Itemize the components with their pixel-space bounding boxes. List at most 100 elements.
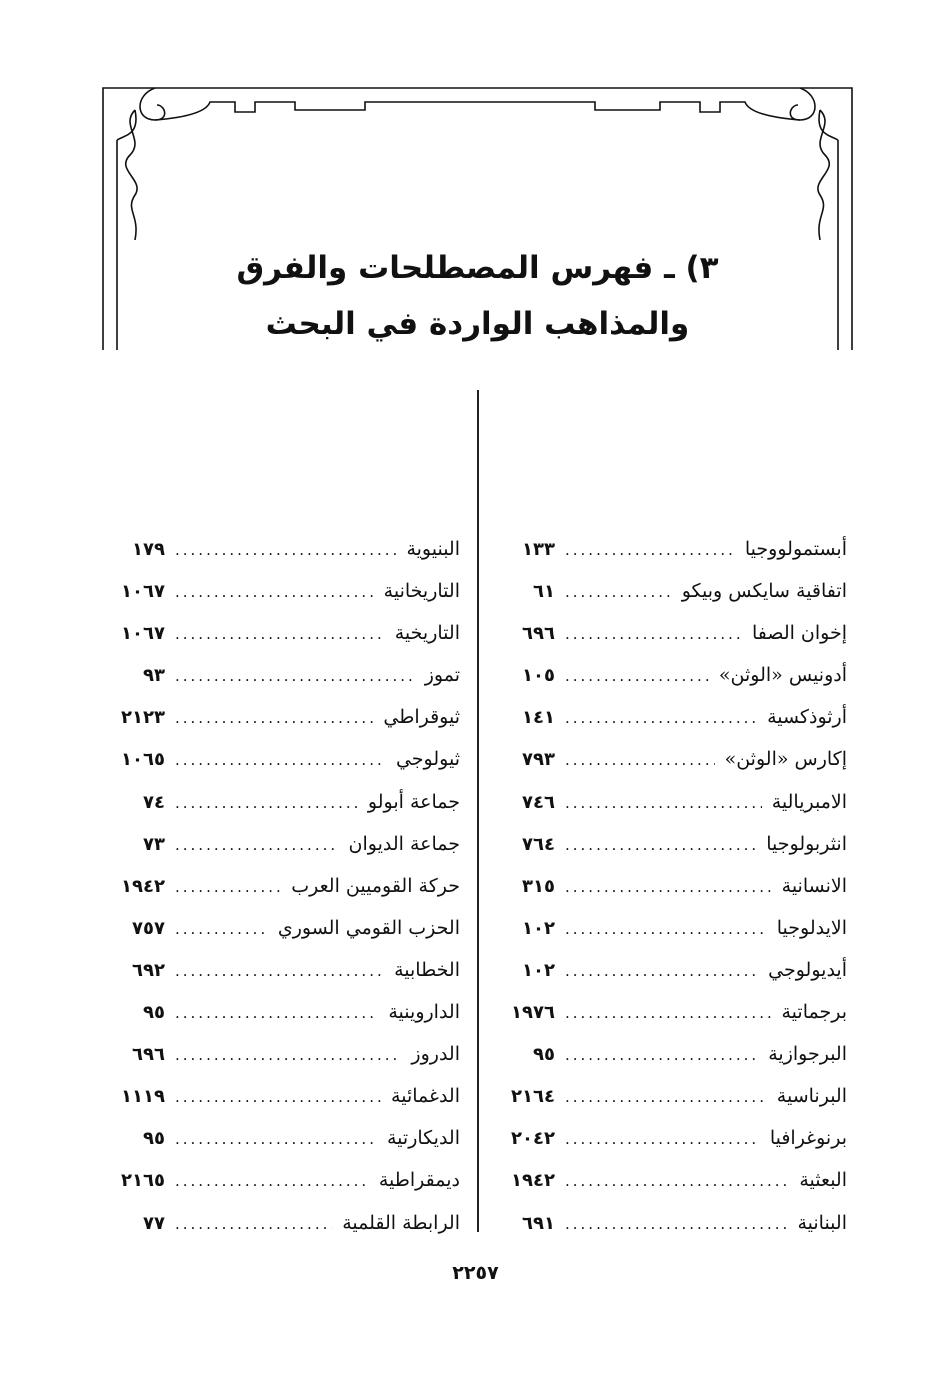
index-term: البعثية bbox=[799, 1169, 847, 1192]
leader-dots: ........................................… bbox=[565, 1214, 788, 1233]
index-term: أبستمولووجيا bbox=[744, 538, 847, 560]
index-term: جماعة أبولو bbox=[367, 790, 460, 813]
index-page-number: ٧٧ bbox=[143, 1212, 165, 1234]
leader-dots: ........................................… bbox=[565, 1130, 760, 1149]
leader-dots: ........................................… bbox=[175, 919, 268, 938]
index-term: اتفاقية سايكس وبيكو bbox=[681, 580, 847, 603]
index-entry: أدونيس «الوثن»..........................… bbox=[495, 654, 847, 696]
index-entry: الداروينية..............................… bbox=[105, 991, 460, 1033]
index-page-number: ١٤١ bbox=[522, 707, 555, 729]
index-term: التاريخانية bbox=[383, 580, 460, 603]
leader-dots: ........................................… bbox=[565, 751, 715, 770]
leader-dots: ........................................… bbox=[175, 1088, 381, 1107]
index-page-number: ٧٩٣ bbox=[522, 749, 555, 771]
index-entry: اتفاقية سايكس وبيكو.....................… bbox=[495, 570, 847, 612]
leader-dots: ........................................… bbox=[175, 1004, 378, 1023]
index-entry: انثربولوجيا.............................… bbox=[495, 823, 847, 865]
index-entry: البرناسية...............................… bbox=[495, 1075, 847, 1117]
index-entry: التاريخانية.............................… bbox=[105, 570, 460, 612]
index-entry: أرثوذكسية...............................… bbox=[495, 696, 847, 738]
index-page-number: ٧٥٧ bbox=[132, 917, 165, 939]
index-entry: تموز....................................… bbox=[105, 654, 460, 696]
index-entry: أبستمولووجيا............................… bbox=[495, 528, 847, 570]
page-number: ٢٢٥٧ bbox=[452, 1262, 499, 1284]
index-entry: الانسانية...............................… bbox=[495, 865, 847, 907]
index-term: تموز bbox=[424, 664, 460, 687]
leader-dots: ........................................… bbox=[175, 1172, 369, 1191]
index-page-number: ٧٦٤ bbox=[522, 833, 555, 855]
index-term: الحزب القومي السوري bbox=[277, 916, 460, 939]
index-page-number: ٧٤ bbox=[143, 791, 165, 813]
index-entry: الحزب القومي السوري.....................… bbox=[105, 907, 460, 949]
index-page-number: ٦١ bbox=[533, 581, 555, 603]
leader-dots: ........................................… bbox=[175, 625, 385, 644]
index-term: الدغمائية bbox=[391, 1085, 460, 1108]
leader-dots: ........................................… bbox=[565, 541, 735, 559]
index-term: أرثوذكسية bbox=[767, 706, 847, 729]
index-column-left: البنيوية................................… bbox=[105, 528, 460, 1244]
index-entry: ثيولوجي.................................… bbox=[105, 738, 460, 780]
index-term: الدروز bbox=[411, 1043, 460, 1066]
leader-dots: ........................................… bbox=[565, 919, 767, 938]
index-term: ثيوقراطي bbox=[383, 706, 460, 729]
leader-dots: ........................................… bbox=[565, 961, 758, 980]
index-term: برجماتية bbox=[781, 1001, 848, 1024]
index-term: إخوان الصفا bbox=[751, 622, 847, 645]
index-term: ديمقراطية bbox=[378, 1169, 460, 1192]
index-entry: الايدلوجيا..............................… bbox=[495, 907, 847, 949]
index-term: التاريخية bbox=[394, 622, 460, 645]
index-term: البنيوية bbox=[406, 538, 460, 560]
index-term: انثربولوجيا bbox=[766, 832, 847, 855]
ornamental-title-frame bbox=[102, 87, 853, 350]
index-page-number: ٦٩٦ bbox=[132, 1044, 165, 1066]
index-entry: الدغمائية...............................… bbox=[105, 1075, 460, 1117]
index-term: جماعة الديوان bbox=[348, 832, 460, 855]
index-page-number: ١٣٣ bbox=[522, 539, 555, 560]
leader-dots: ........................................… bbox=[175, 1130, 377, 1149]
leader-dots: ........................................… bbox=[175, 709, 373, 728]
index-page-number: ١٠٦٧ bbox=[121, 623, 165, 645]
index-term: أيديولوجي bbox=[768, 958, 847, 981]
leader-dots: ........................................… bbox=[565, 1046, 758, 1065]
index-page-number: ١٠٢ bbox=[522, 917, 555, 939]
index-term: البنانية bbox=[797, 1211, 847, 1234]
index-page-number: ٧٣ bbox=[143, 833, 165, 855]
index-column-right: أبستمولووجيا............................… bbox=[495, 528, 847, 1244]
index-entry: البنيوية................................… bbox=[105, 528, 460, 570]
leader-dots: ........................................… bbox=[175, 877, 282, 896]
index-term: أدونيس «الوثن» bbox=[718, 664, 847, 687]
index-page-number: ٢١٦٤ bbox=[511, 1086, 555, 1108]
index-entry: ثيوقراطي................................… bbox=[105, 696, 460, 738]
leader-dots: ........................................… bbox=[175, 583, 374, 602]
index-entry: الرابطة القلمية.........................… bbox=[105, 1202, 460, 1244]
index-term: الديكارتية bbox=[387, 1127, 460, 1150]
index-entry: إخوان الصفا.............................… bbox=[495, 612, 847, 654]
index-page-number: ١٩٤٢ bbox=[121, 875, 165, 897]
index-page-number: ١٠٦٧ bbox=[121, 581, 165, 603]
index-page-number: ١٠٥ bbox=[522, 665, 555, 687]
title-line-2: والمذاهب الواردة في البحث bbox=[265, 306, 690, 342]
index-term: الانسانية bbox=[781, 874, 847, 897]
index-term: برنوغرافيا bbox=[769, 1127, 847, 1150]
leader-dots: ........................................… bbox=[565, 1172, 790, 1191]
index-term: الخطابية bbox=[394, 958, 460, 981]
leader-dots: ........................................… bbox=[565, 877, 772, 896]
index-entry: التاريخية...............................… bbox=[105, 612, 460, 654]
index-page-number: ١٠٦٥ bbox=[121, 749, 165, 771]
index-term: البرجوازية bbox=[768, 1043, 847, 1066]
index-page-number: ٦٩٢ bbox=[132, 959, 165, 981]
index-entry: برنوغرافيا..............................… bbox=[495, 1117, 847, 1159]
leader-dots: ........................................… bbox=[175, 751, 386, 770]
index-entry: أيديولوجي...............................… bbox=[495, 949, 847, 991]
index-term: ثيولوجي bbox=[395, 748, 460, 771]
index-entry: الدروز..................................… bbox=[105, 1033, 460, 1075]
index-term: الايدلوجيا bbox=[776, 916, 847, 939]
index-entry: البعثية.................................… bbox=[495, 1159, 847, 1201]
index-entry: برجماتية................................… bbox=[495, 991, 847, 1033]
index-entry: جماعة الديوان...........................… bbox=[105, 823, 460, 865]
leader-dots: ........................................… bbox=[175, 835, 339, 854]
leader-dots: ........................................… bbox=[565, 625, 742, 644]
index-term: حركة القوميين العرب bbox=[291, 874, 460, 897]
index-page-number: ١٩٤٢ bbox=[511, 1170, 555, 1192]
index-entry: ديمقراطية...............................… bbox=[105, 1159, 460, 1201]
